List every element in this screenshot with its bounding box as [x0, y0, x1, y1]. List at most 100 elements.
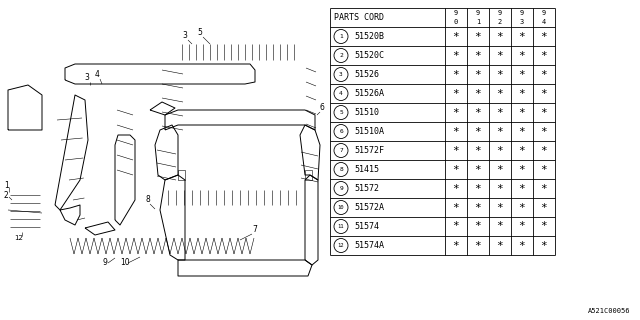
Text: *: * [518, 203, 525, 212]
Text: 1: 1 [476, 19, 480, 25]
Text: *: * [475, 221, 481, 231]
Text: 12: 12 [14, 235, 23, 241]
Text: *: * [518, 89, 525, 99]
Text: *: * [518, 126, 525, 137]
Text: *: * [452, 146, 460, 156]
Text: 3: 3 [339, 72, 343, 77]
Text: *: * [452, 126, 460, 137]
Text: 10: 10 [120, 258, 130, 267]
Text: *: * [475, 108, 481, 117]
Text: 51572A: 51572A [354, 203, 384, 212]
Text: *: * [452, 89, 460, 99]
Text: 5: 5 [339, 110, 343, 115]
Text: 51520B: 51520B [354, 32, 384, 41]
Text: *: * [475, 89, 481, 99]
Text: 6: 6 [320, 103, 325, 112]
Text: 3: 3 [520, 19, 524, 25]
Text: *: * [452, 69, 460, 79]
Text: *: * [475, 126, 481, 137]
Text: *: * [541, 241, 547, 251]
Text: *: * [475, 31, 481, 42]
Text: 51520C: 51520C [354, 51, 384, 60]
Text: 8: 8 [146, 195, 150, 204]
Text: *: * [518, 146, 525, 156]
Text: *: * [475, 164, 481, 174]
Text: *: * [497, 241, 504, 251]
Text: *: * [541, 89, 547, 99]
Text: *: * [541, 146, 547, 156]
Text: *: * [475, 69, 481, 79]
Text: 7: 7 [339, 148, 343, 153]
Text: 51572: 51572 [354, 184, 379, 193]
Text: 51574A: 51574A [354, 241, 384, 250]
Text: 1: 1 [339, 34, 343, 39]
Text: *: * [497, 221, 504, 231]
Text: 2: 2 [498, 19, 502, 25]
Text: *: * [518, 241, 525, 251]
Text: 9: 9 [339, 186, 343, 191]
Text: 3: 3 [84, 73, 90, 82]
Text: *: * [541, 31, 547, 42]
Text: 9: 9 [102, 258, 108, 267]
Text: *: * [475, 51, 481, 60]
Text: *: * [452, 203, 460, 212]
Text: 2: 2 [339, 53, 343, 58]
Text: 8: 8 [339, 167, 343, 172]
Text: 51526: 51526 [354, 70, 379, 79]
Text: *: * [541, 126, 547, 137]
Text: 4: 4 [542, 19, 546, 25]
Text: *: * [541, 108, 547, 117]
Text: A521C00056: A521C00056 [588, 308, 630, 314]
Text: 51526A: 51526A [354, 89, 384, 98]
Text: *: * [541, 51, 547, 60]
Text: 3: 3 [182, 31, 188, 40]
Text: 7: 7 [253, 225, 257, 234]
Text: 51574: 51574 [354, 222, 379, 231]
Text: *: * [518, 51, 525, 60]
Text: *: * [518, 183, 525, 194]
Text: 0: 0 [454, 19, 458, 25]
Text: *: * [497, 89, 504, 99]
Text: PARTS CORD: PARTS CORD [334, 13, 384, 22]
Text: *: * [518, 108, 525, 117]
Text: *: * [452, 51, 460, 60]
Text: *: * [541, 203, 547, 212]
Text: 51510A: 51510A [354, 127, 384, 136]
Text: *: * [452, 108, 460, 117]
Text: 9: 9 [476, 10, 480, 16]
Text: *: * [452, 221, 460, 231]
Text: *: * [497, 183, 504, 194]
Text: *: * [518, 164, 525, 174]
Text: *: * [497, 126, 504, 137]
Text: 6: 6 [339, 129, 343, 134]
Text: 9: 9 [498, 10, 502, 16]
Text: 4: 4 [95, 70, 99, 79]
Text: *: * [541, 183, 547, 194]
Text: 9: 9 [520, 10, 524, 16]
Text: 51572F: 51572F [354, 146, 384, 155]
Text: *: * [452, 164, 460, 174]
Text: 12: 12 [338, 243, 344, 248]
Text: 1: 1 [4, 180, 9, 189]
Text: *: * [475, 241, 481, 251]
Text: 2: 2 [4, 190, 9, 199]
Text: *: * [497, 164, 504, 174]
Text: *: * [541, 164, 547, 174]
Text: *: * [497, 203, 504, 212]
Text: 51415: 51415 [354, 165, 379, 174]
Text: *: * [452, 183, 460, 194]
Text: *: * [475, 203, 481, 212]
Text: 10: 10 [338, 205, 344, 210]
Text: *: * [518, 31, 525, 42]
Text: 11: 11 [338, 224, 344, 229]
Text: *: * [497, 31, 504, 42]
Text: 5: 5 [198, 28, 202, 37]
Text: 4: 4 [339, 91, 343, 96]
Text: *: * [518, 69, 525, 79]
Text: 9: 9 [542, 10, 546, 16]
Text: *: * [475, 146, 481, 156]
Text: 51510: 51510 [354, 108, 379, 117]
Text: *: * [497, 51, 504, 60]
Text: *: * [497, 146, 504, 156]
Text: 9: 9 [454, 10, 458, 16]
